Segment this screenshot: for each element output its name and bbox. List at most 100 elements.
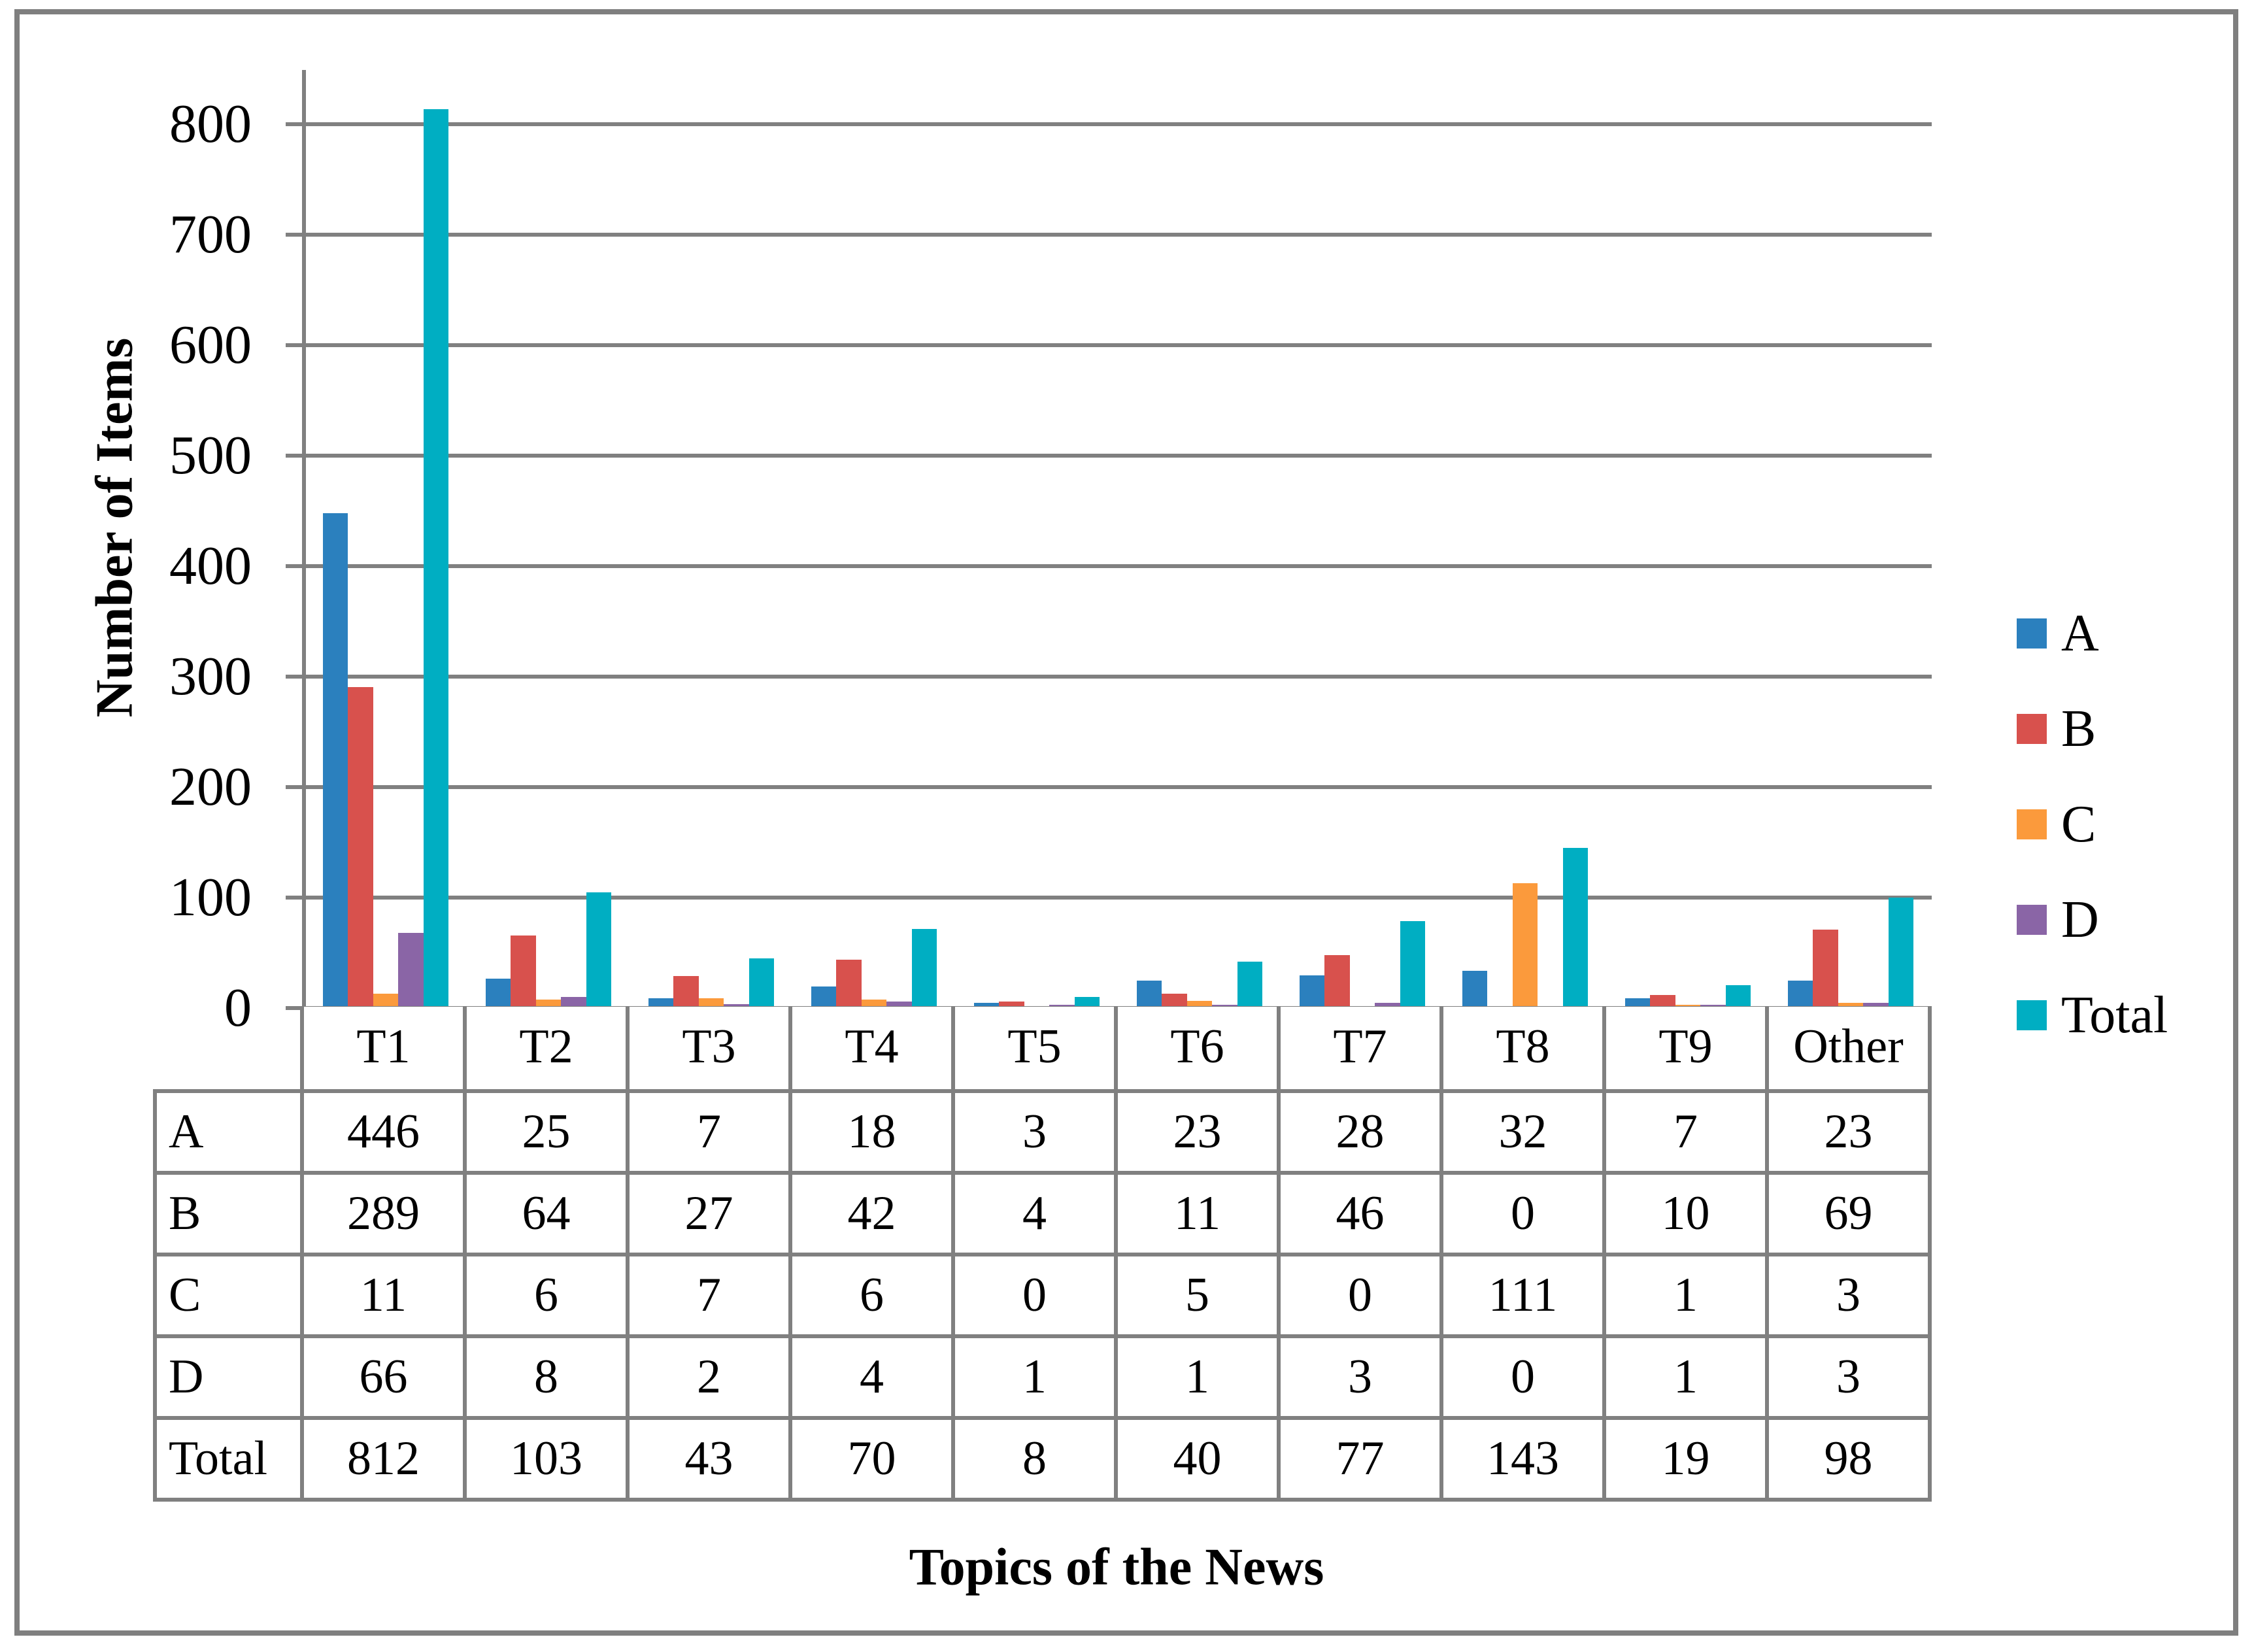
table-cell: 66	[304, 1338, 467, 1420]
bar-D-T4	[886, 1002, 912, 1006]
table-header-cell: T9	[1606, 1007, 1769, 1089]
data-table-body: A 446 25 7 18 3 23 28 32 7 23 B 289 64 27 42 4 11 46 0 10 69 C…	[153, 1089, 1932, 1502]
y-tick-label: 700	[169, 204, 252, 265]
table-cell: 7	[1606, 1093, 1769, 1175]
table-cell: 1	[1118, 1338, 1281, 1420]
table-cell: 8	[467, 1338, 630, 1420]
table-cell: 46	[1281, 1175, 1443, 1256]
bar-D-T2	[561, 997, 586, 1006]
gridline	[286, 122, 1932, 126]
table-row-label: B	[157, 1175, 304, 1256]
gridline	[286, 233, 1932, 237]
y-tick-label: 500	[169, 425, 252, 486]
table-cell: 103	[467, 1420, 630, 1502]
table-cell: 69	[1769, 1175, 1932, 1256]
table-row-label: D	[157, 1338, 304, 1420]
table-cell: 4	[792, 1338, 955, 1420]
bar-C-T6	[1186, 1000, 1213, 1006]
table-header-cell: T5	[955, 1007, 1118, 1089]
table-cell: 446	[304, 1093, 467, 1175]
table-row-label: A	[157, 1093, 304, 1175]
table-cell: 27	[630, 1175, 792, 1256]
bar-B-Other	[1813, 930, 1838, 1006]
bar-B-T3	[673, 976, 699, 1006]
gridline	[286, 896, 1932, 900]
bar-Total-Other	[1888, 898, 1914, 1006]
bar-A-T7	[1299, 975, 1325, 1006]
bar-Total-T9	[1725, 985, 1751, 1006]
table-cell: 3	[1281, 1338, 1443, 1420]
table-cell: 98	[1769, 1420, 1932, 1502]
bar-C-T8	[1512, 883, 1538, 1006]
gridline	[286, 454, 1932, 458]
gridline	[286, 343, 1932, 347]
x-axis-title: Topics of the News	[909, 1538, 1324, 1596]
bar-B-T4	[836, 960, 862, 1006]
table-cell: 11	[304, 1256, 467, 1338]
bar-A-T3	[648, 998, 674, 1006]
bar-B-T2	[511, 935, 536, 1006]
y-tick-label: 600	[169, 314, 252, 375]
data-table-header-row: T1 T2 T3 T4 T5 T6 T7 T8 T9 Other	[300, 1007, 1932, 1089]
table-header-cell: T6	[1118, 1007, 1281, 1089]
table-cell: 1	[1606, 1338, 1769, 1420]
bar-Total-T4	[911, 928, 937, 1006]
table-cell: 40	[1118, 1420, 1281, 1502]
table-cell: 32	[1443, 1093, 1606, 1175]
y-tick-label: 300	[169, 646, 252, 707]
bar-C-T4	[861, 999, 887, 1006]
table-cell: 5	[1118, 1256, 1281, 1338]
y-axis-title: Number of Items	[86, 337, 144, 718]
bar-A-T4	[811, 986, 837, 1006]
y-tick-label: 400	[169, 535, 252, 596]
table-cell: 3	[1769, 1256, 1932, 1338]
bar-Total-T2	[586, 892, 612, 1006]
table-header-cell: T1	[304, 1007, 467, 1089]
bar-C-T2	[535, 999, 562, 1006]
bar-C-T3	[698, 998, 724, 1006]
table-cell: 7	[630, 1256, 792, 1338]
bar-B-T9	[1650, 995, 1675, 1006]
bar-A-T6	[1136, 981, 1162, 1006]
table-cell: 111	[1443, 1256, 1606, 1338]
bar-Total-T5	[1074, 997, 1100, 1006]
table-cell: 0	[1443, 1338, 1606, 1420]
table-header-cell: T8	[1443, 1007, 1606, 1089]
bar-D-Other	[1863, 1002, 1889, 1006]
gridline	[286, 675, 1932, 679]
table-cell: 70	[792, 1420, 955, 1502]
table-cell: 23	[1769, 1093, 1932, 1175]
table-cell: 11	[1118, 1175, 1281, 1256]
bar-D-T3	[724, 1003, 749, 1006]
figure-border	[14, 9, 2238, 1636]
table-cell: 18	[792, 1093, 955, 1175]
y-tick-label: 100	[169, 867, 252, 928]
table-cell: 1	[1606, 1256, 1769, 1338]
table-cell: 28	[1281, 1093, 1443, 1175]
table-cell: 7	[630, 1093, 792, 1175]
table-cell: 2	[630, 1338, 792, 1420]
table-cell: 0	[1443, 1175, 1606, 1256]
bar-D-T9	[1700, 1005, 1726, 1006]
table-row-label: Total	[157, 1420, 304, 1502]
table-cell: 64	[467, 1175, 630, 1256]
table-cell: 4	[955, 1175, 1118, 1256]
y-axis-line	[302, 70, 306, 1010]
table-cell: 43	[630, 1420, 792, 1502]
table-cell: 6	[792, 1256, 955, 1338]
bar-C-T9	[1675, 1005, 1701, 1006]
table-header-cell: T2	[467, 1007, 630, 1089]
table-cell: 812	[304, 1420, 467, 1502]
bar-D-T6	[1212, 1005, 1237, 1006]
table-header-cell: T4	[792, 1007, 955, 1089]
table-cell: 23	[1118, 1093, 1281, 1175]
table-cell: 3	[1769, 1338, 1932, 1420]
bar-Total-T8	[1562, 848, 1589, 1006]
bar-Total-T1	[423, 109, 449, 1006]
y-tick-label: 0	[224, 977, 252, 1038]
table-cell: 42	[792, 1175, 955, 1256]
table-cell: 8	[955, 1420, 1118, 1502]
y-tick-label: 800	[169, 93, 252, 154]
